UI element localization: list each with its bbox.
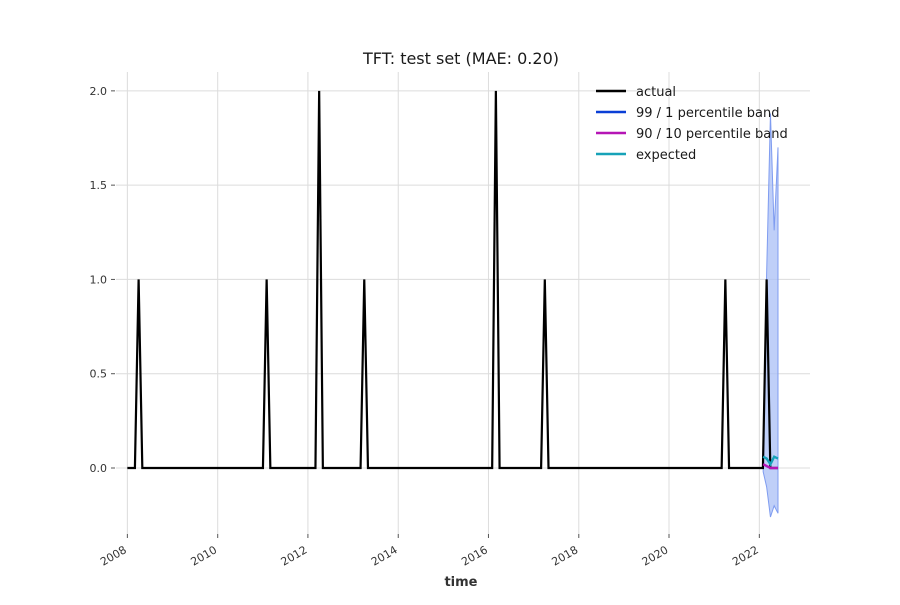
band-layer: [762, 113, 779, 518]
legend-label: 90 / 10 percentile band: [636, 127, 788, 142]
x-tick-label: 2008: [98, 543, 129, 568]
line-layer: [127, 90, 779, 470]
x-tick-label: 2012: [279, 543, 310, 568]
x-tick-label: 2010: [188, 543, 219, 568]
x-axis-label: time: [444, 575, 477, 590]
chart-title: TFT: test set (MAE: 0.20): [362, 49, 559, 68]
y-tick-label: 2.0: [90, 85, 108, 98]
expected-series-line: [762, 455, 779, 467]
x-tick-label: 2016: [459, 543, 490, 568]
percentile-band-99-1: [762, 113, 779, 518]
y-tick-label: 1.0: [90, 273, 108, 286]
x-tick-label: 2020: [640, 543, 671, 568]
legend: actual 99 / 1 percentile band 90 / 10 perc…: [596, 85, 788, 163]
x-tick-label: 2014: [369, 543, 400, 568]
legend-label: expected: [636, 148, 696, 163]
legend-label: actual: [636, 85, 676, 100]
y-tick-label: 0.5: [90, 368, 108, 381]
actual-series-line: [127, 90, 778, 470]
percentile-90-10-series-line: [762, 463, 778, 470]
legend-label: 99 / 1 percentile band: [636, 106, 779, 121]
x-tick-label: 2022: [730, 543, 761, 568]
y-tick-label: 0.0: [90, 462, 108, 475]
y-tick-label: 1.5: [90, 179, 108, 192]
x-tick-label: 2018: [550, 543, 581, 568]
